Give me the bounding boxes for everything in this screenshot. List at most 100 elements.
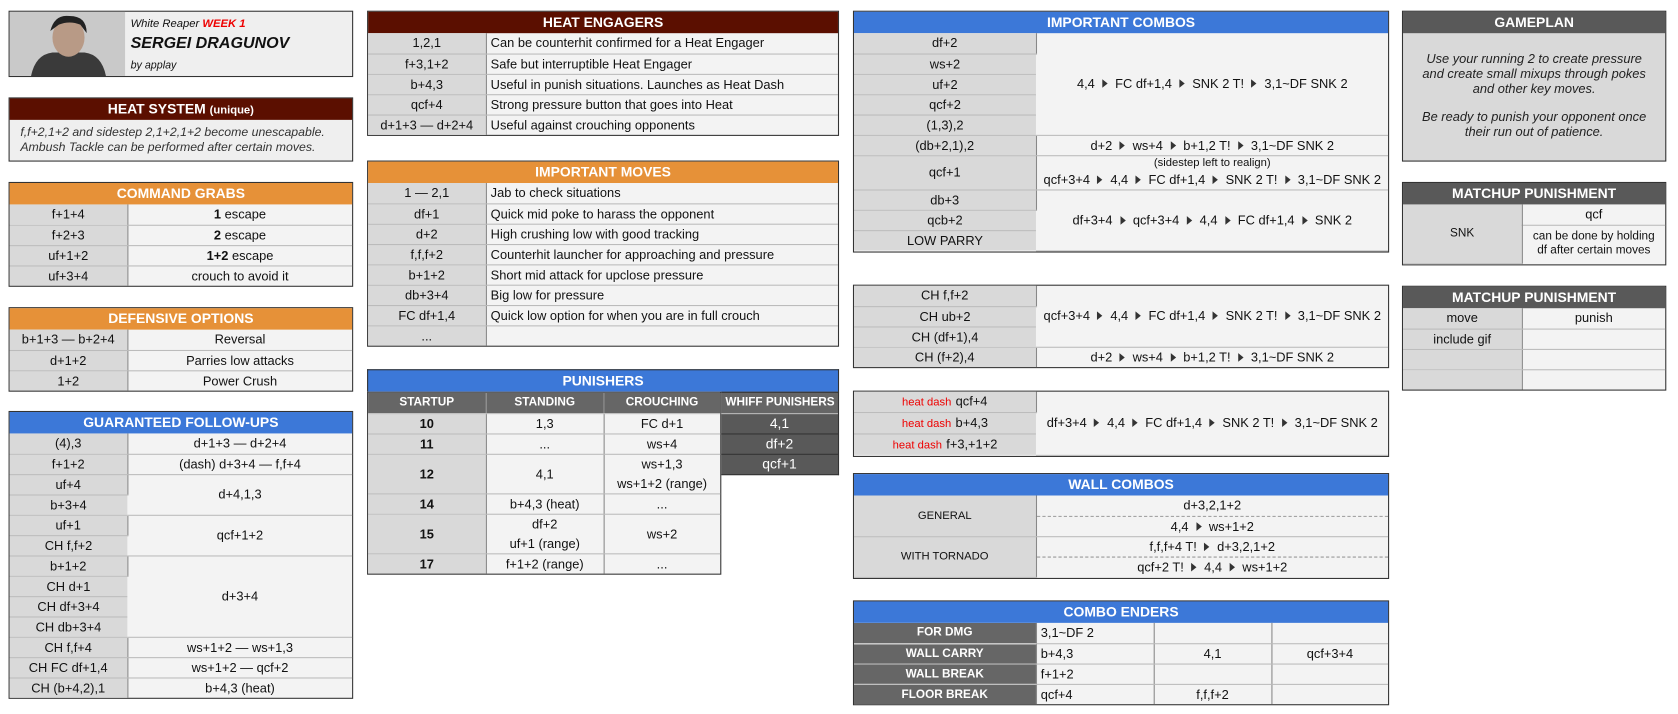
combo-note: (sidestep left to realign) xyxy=(1153,155,1271,169)
table-cell: ws+1+2 — ws+1,3 xyxy=(127,636,353,658)
arrow-icon xyxy=(1281,418,1288,428)
table-cell: d+1+2 xyxy=(9,349,128,371)
combo-step: 3,1~DF SNK 2 xyxy=(1294,415,1378,431)
table-cell: (db+2,1),2 xyxy=(854,134,1037,156)
punish-move: uf+1 (range) xyxy=(509,535,580,551)
table-row: LOW PARRY xyxy=(854,230,1388,251)
punish-move: ... xyxy=(656,496,668,512)
table-row: qcb+2 xyxy=(854,209,1388,231)
table-row: uf+1 qcf+1+2 xyxy=(9,514,353,556)
table-cell: can be done by holding df after certain … xyxy=(1522,225,1665,264)
table-cell: Parries low attacks xyxy=(127,349,353,371)
table-row: CH (df+1),4 xyxy=(854,326,1388,348)
table-cell: b+3+4 xyxy=(9,494,128,516)
table-cell xyxy=(1153,622,1272,644)
table-cell: WALL BREAK xyxy=(854,663,1037,685)
combo-step: 3,1~DF SNK 2 xyxy=(1250,137,1335,153)
escape-text: escape xyxy=(231,247,274,263)
arrow-icon xyxy=(1284,311,1291,321)
table-cell: CH (f+2),4 xyxy=(854,346,1037,368)
table-row: 17 f+1+2 (range)... xyxy=(368,553,720,574)
table-cell: 1,2,1 xyxy=(368,33,487,55)
arrow-icon xyxy=(1132,418,1138,428)
table-row: (4),3 d+1+3 — d+2+4 xyxy=(9,433,353,455)
table-cell: d+1+3 — d+2+4 xyxy=(127,433,353,455)
table-cell: 1 — 2,1 xyxy=(368,183,487,204)
table-row: qcf+4 Strong pressure button that goes in… xyxy=(368,94,838,116)
table-row: f+3,1+2 Safe but interruptible Heat Engag… xyxy=(368,53,838,75)
table-cell: (dash) d+3+4 — f,f+4 xyxy=(127,453,353,475)
table-cell: df+2 xyxy=(721,433,838,455)
table-cell: f,f,f+2 xyxy=(368,244,487,265)
table-cell: WALL CARRY xyxy=(854,643,1037,665)
header-author: by applay xyxy=(130,59,177,72)
table-row: CH (f+2),4 d+2 ws+4 b+1,2 T! 3,1~DF SNK 2 xyxy=(854,346,1388,368)
table-cell: FC d+1 xyxy=(603,413,720,434)
arrow-icon xyxy=(1204,542,1210,551)
table-cell: CH f,f+4 xyxy=(9,636,128,658)
table-row: b+1+2 Short mid attack for upclose pressu… xyxy=(368,264,838,286)
table-row: d+1+3 — d+2+4 Useful against crouching op… xyxy=(368,114,838,135)
combo-step: qcf+3+4 xyxy=(1043,308,1090,324)
header-subtitle: White Reaper xyxy=(130,17,200,30)
table-cell: uf+3+4 xyxy=(9,265,128,286)
table-row: db+3+4 Big low for pressure xyxy=(368,284,838,306)
table-cell: GENERAL xyxy=(854,495,1037,537)
punisher-body: STARTUP STANDING CROUCHING 10 1,3 FC d+1 11...… xyxy=(367,391,840,575)
escape-key: 1+2 xyxy=(206,247,229,263)
escape-text: escape xyxy=(224,227,267,243)
table-cell: qcb+2 xyxy=(854,209,1036,231)
panel-title: MATCHUP PUNISHMENT xyxy=(1403,183,1666,205)
table-cell xyxy=(486,325,838,345)
arrow-icon xyxy=(1094,418,1100,428)
combo-step: b+1,2 T! xyxy=(1183,349,1231,365)
table-cell: Useful in punish situations. Launches as… xyxy=(485,73,838,95)
table-cell: df+3+4 4,4 FC df+1,4 SNK 2 T! 3,1~DF SNK 2 xyxy=(1035,391,1389,456)
panel-title: GUARANTEED FOLLOW-UPS xyxy=(9,412,353,434)
arrow-icon xyxy=(1135,174,1142,184)
table-cell: 4,1 xyxy=(1153,643,1272,665)
arrow-icon xyxy=(1251,79,1257,89)
table-row: CH f,f+2 xyxy=(9,535,352,556)
table-cell: d+4,1,3 xyxy=(127,474,353,516)
punish-move: df+2 xyxy=(532,516,558,532)
table-row: ws+2 xyxy=(854,53,1388,75)
combo-step: 4,4 xyxy=(1107,415,1125,431)
table-row: WALL CARRY b+4,3 4,1 qcf+3+4 xyxy=(854,643,1389,665)
combo-step: f,f,f+4 T! xyxy=(1149,538,1197,554)
table-cell: qcf+2 xyxy=(854,94,1036,116)
table-cell: WITH TORNADO xyxy=(854,536,1037,578)
table-cell: heat dash qcf+4 xyxy=(854,391,1037,414)
combo-step: 4,4 xyxy=(1170,518,1189,534)
table-cell: ws+2 xyxy=(603,513,720,554)
table-row: df+2 xyxy=(721,433,838,455)
combo-step: 3,1~DF SNK 2 xyxy=(1250,349,1335,365)
table-cell: (sidestep left to realign) qcf+3+4 4,4 FC d… xyxy=(1035,155,1389,190)
combo-step: FC df+1,4 xyxy=(1148,308,1206,324)
panel-title: COMMAND GRABS xyxy=(9,183,353,205)
punish-move: b+4,3 (heat) xyxy=(509,496,580,512)
table-row: WHIFF PUNISHERS xyxy=(721,392,838,414)
table-cell: punish xyxy=(1521,308,1666,330)
table-cell: uf+4 xyxy=(9,474,128,495)
matchup-punishment-panel: MATCHUP PUNISHMENT move punish include gif xyxy=(1401,285,1667,391)
table: STARTUP STANDING CROUCHING 10 1,3 FC d+1 11...… xyxy=(368,392,720,574)
starter: b+4,3 xyxy=(955,415,989,431)
table-row: df+2 4,4 FC df+1,4 SNK 2 T! 3,1~DF SNK 2 xyxy=(854,33,1389,136)
table-cell: uf+1 xyxy=(9,514,128,536)
table-cell: Quick low option for when you are in ful… xyxy=(485,305,838,326)
escape-key: 2 xyxy=(213,227,222,243)
combo-step: SNK 2 xyxy=(1314,212,1353,228)
table-cell: qcf+2 T! 4,4 ws+1+2 xyxy=(1036,557,1388,577)
panel-title: COMBO ENDERS xyxy=(854,601,1389,623)
arrow-icon xyxy=(1170,140,1176,150)
arrow-icon xyxy=(1097,174,1103,184)
arrow-icon xyxy=(1186,215,1193,225)
table-row: qcf+2 T! 4,4 ws+1+2 xyxy=(854,557,1388,577)
table-row: 10 1,3 FC d+1 xyxy=(368,413,720,434)
table-row: f,f,f+2 Counterhit launcher for approachi… xyxy=(368,244,838,265)
table-row: CH ub+2 xyxy=(854,306,1388,327)
table: GENERAL d+3,2,1+2 4,4 ws+1+2 WITH TORNADO f,f… xyxy=(854,495,1389,578)
heat-dash-combos-panel: heat dash qcf+4 df+3+4 4,4 FC df+1,4 SNK 2 T!… xyxy=(852,390,1390,457)
table-row: 4,1 xyxy=(721,413,838,434)
